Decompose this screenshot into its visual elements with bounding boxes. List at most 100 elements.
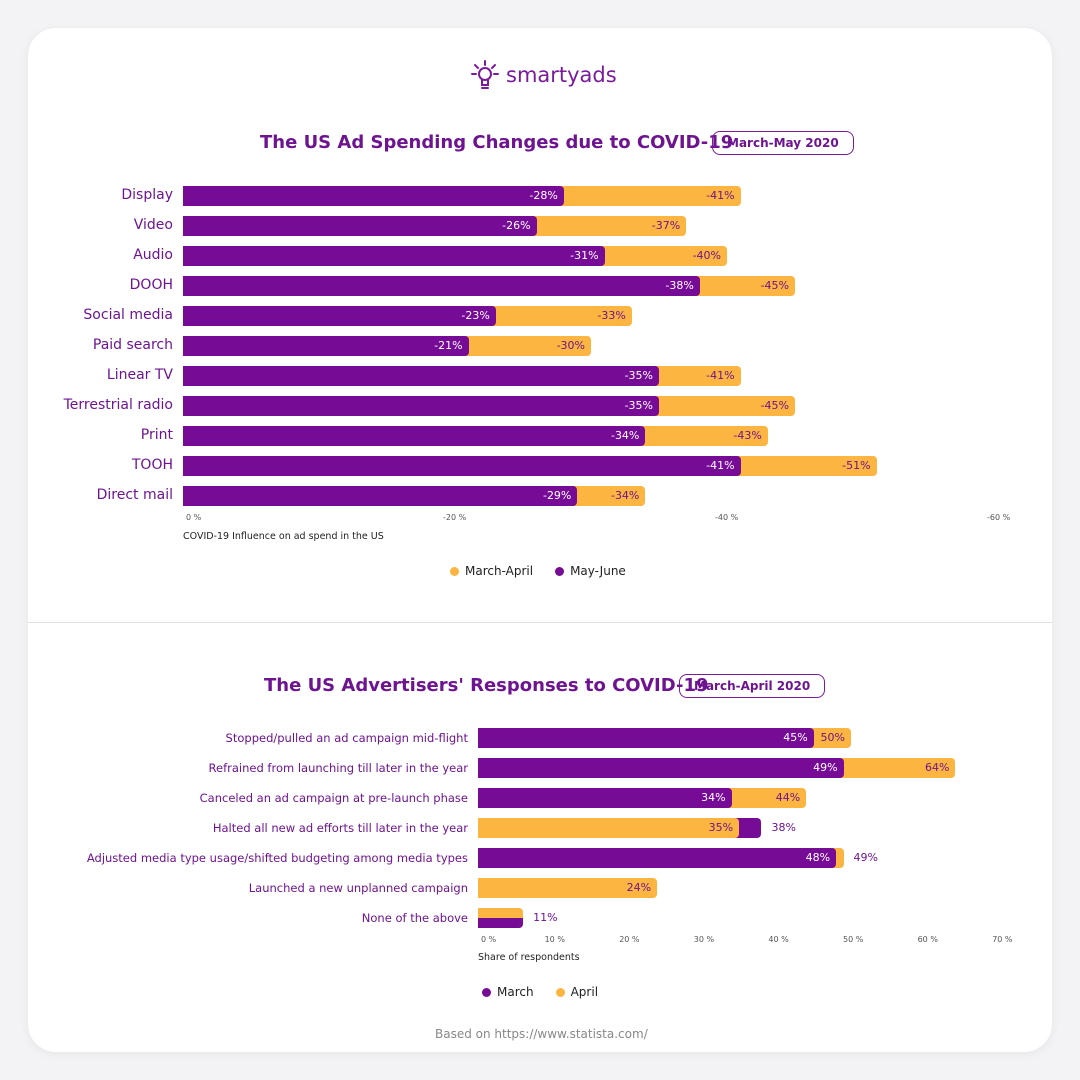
data-label-may-june: -38% [665, 279, 694, 292]
data-label-march: 34% [701, 791, 726, 804]
chart2-xlabel: Share of respondents [478, 952, 580, 963]
logo-text: smartyads [506, 63, 617, 87]
data-label-march-april: -33% [597, 309, 626, 322]
legend-marker-march [482, 987, 491, 997]
category-label: Social media [83, 307, 173, 323]
infographic-card: smartyads The US Ad Spending Changes due… [28, 28, 1052, 1052]
data-label-april: 44% [775, 791, 801, 804]
data-label-march-april: -43% [733, 429, 762, 442]
data-label-march: 38% [771, 821, 796, 834]
category-label: DOOH [129, 277, 173, 293]
bar-march [478, 758, 844, 778]
data-label-march-april: -34% [610, 489, 640, 502]
bar-may-june [183, 426, 646, 446]
chart1-legend: March-April May-June [450, 564, 626, 578]
bar-may-june [183, 336, 469, 356]
data-label-may-june: -35% [624, 399, 653, 412]
data-label-march: 49% [813, 761, 838, 774]
bar-march [478, 728, 814, 748]
legend-marker-april [555, 987, 565, 997]
data-label-april: 24% [626, 881, 652, 894]
legend-label: March [497, 985, 534, 999]
category-label: TOOH [131, 457, 173, 473]
data-label-april: 64% [924, 761, 950, 774]
bar-march [478, 788, 732, 808]
category-label: Print [140, 427, 173, 443]
lightbulb-icon [471, 60, 499, 89]
bar-may-june [183, 216, 537, 236]
chart1-title: The US Ad Spending Changes due to COVID-… [260, 132, 734, 153]
legend-marker-may-june [555, 566, 565, 576]
category-label: Display [121, 187, 173, 203]
x-tick-label: 10 % [544, 935, 565, 944]
data-label-may-june: -41% [706, 459, 735, 472]
bar-march [478, 848, 837, 868]
data-label-may-june: -31% [570, 249, 599, 262]
legend-label: April [570, 985, 599, 999]
category-label: Audio [133, 247, 173, 263]
bar-may-june [183, 276, 700, 296]
data-label-march: 48% [805, 851, 831, 864]
category-label: Halted all new ad efforts till later in … [212, 821, 468, 835]
bar-may-june [183, 186, 564, 206]
category-label: Refrained from launching till later in t… [208, 761, 468, 775]
bar-may-june [183, 396, 659, 416]
category-label: Linear TV [106, 367, 173, 383]
bar-may-june [183, 306, 496, 326]
bar-april [478, 908, 524, 918]
bar-may-june [183, 486, 578, 506]
source-note: Based on https://www.statista.com/ [435, 1027, 648, 1041]
data-label-april: 49% [853, 851, 878, 864]
bar-may-june [183, 246, 605, 266]
data-label-march-april: -30% [556, 339, 585, 352]
data-label-may-june: -23% [461, 309, 490, 322]
category-label: Adjusted media type usage/shifted budget… [86, 851, 468, 865]
chart2-title: The US Advertisers' Responses to COVID-1… [264, 675, 709, 696]
bar-april [478, 818, 740, 838]
bar-may-june [183, 366, 659, 386]
data-label-april: 50% [820, 731, 845, 744]
x-tick-label: 0 % [481, 935, 497, 944]
category-label: Paid search [92, 337, 173, 353]
category-label: Launched a new unplanned campaign [248, 881, 468, 895]
x-tick-label: 40 % [768, 935, 789, 944]
data-label-may-june: -35% [624, 369, 653, 382]
data-label-may-june: -26% [502, 219, 531, 232]
data-label-april: 35% [708, 821, 734, 834]
data-label-may-june: -28% [529, 189, 558, 202]
data-label-march-april: -40% [692, 249, 721, 262]
data-label-march-april: -37% [651, 219, 681, 232]
bar-april [478, 878, 658, 898]
divider [28, 622, 1052, 623]
bar-may-june [183, 456, 741, 476]
category-label: Terrestrial radio [63, 397, 173, 413]
x-tick-label: 70 % [992, 935, 1013, 944]
x-tick-label: 60 % [917, 935, 938, 944]
x-tick-label: -40 % [715, 513, 739, 522]
data-label-march-april: -51% [842, 459, 871, 472]
data-label-march-april: -45% [760, 399, 789, 412]
x-tick-label: -60 % [987, 513, 1011, 522]
category-label: None of the above [361, 911, 468, 925]
chart1-xlabel: COVID-19 Influence on ad spend in the US [183, 531, 384, 542]
logo: smartyads [470, 58, 617, 92]
x-tick-label: 50 % [843, 935, 864, 944]
bar-march [478, 918, 524, 928]
data-label-march-april: -41% [706, 369, 735, 382]
data-label: 11% [533, 911, 558, 924]
category-label: Canceled an ad campaign at pre-launch ph… [199, 791, 468, 805]
data-label-march: 45% [783, 731, 808, 744]
x-tick-label: 0 % [186, 513, 202, 522]
legend-label: March-April [465, 564, 534, 578]
data-label-march-april: -41% [706, 189, 735, 202]
chart1-badge: March-May 2020 [712, 131, 854, 155]
x-tick-label: -20 % [443, 513, 467, 522]
legend-marker-march-april [450, 566, 459, 576]
data-label-may-june: -34% [610, 429, 640, 442]
x-tick-label: 30 % [693, 935, 715, 944]
chart2-legend: March April [482, 985, 598, 999]
category-label: Direct mail [96, 487, 173, 503]
category-label: Stopped/pulled an ad campaign mid-flight [225, 731, 468, 745]
chart2-badge: March-April 2020 [679, 674, 826, 698]
category-label: Video [133, 217, 173, 233]
